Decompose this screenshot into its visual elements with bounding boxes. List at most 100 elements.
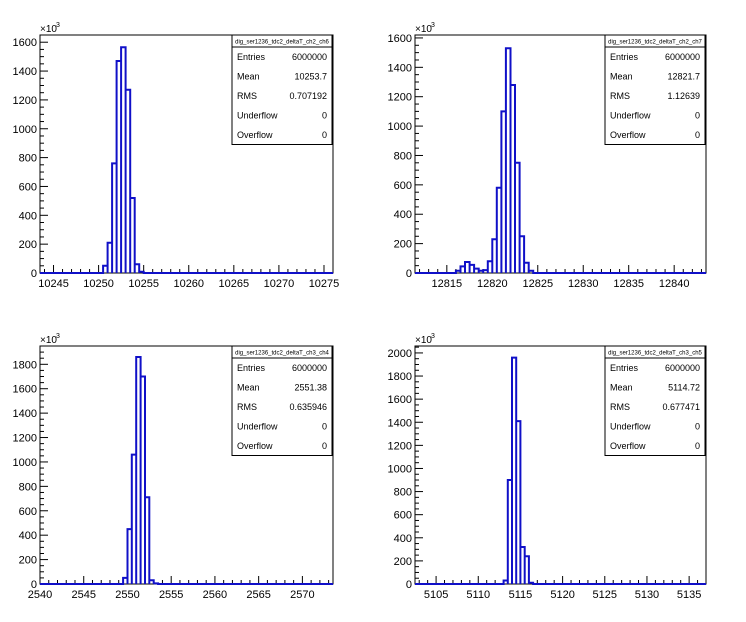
stats-label: Entries: [610, 363, 639, 373]
x-tick-label: 2570: [290, 589, 314, 601]
y-multiplier-label: ×10: [40, 24, 57, 35]
y-tick-label: 1600: [13, 384, 37, 396]
stats-value: 10253.7: [294, 72, 327, 82]
y-tick-label: 400: [19, 530, 37, 542]
stats-value: 12821.7: [667, 72, 700, 82]
stats-title: dig_ser1236_tdc2_deltaT_ch3_ch5: [608, 351, 702, 357]
y-tick-label: 0: [406, 579, 412, 591]
x-tick-label: 10250: [83, 278, 114, 290]
x-tick-label: 10255: [128, 278, 159, 290]
stats-value: 1.12639: [667, 91, 700, 101]
stats-value: 0.635946: [289, 402, 327, 412]
stats-label: Entries: [237, 363, 266, 373]
y-tick-label: 800: [394, 487, 412, 499]
stats-value: 0: [695, 441, 700, 451]
x-tick-label: 5125: [593, 589, 617, 601]
x-tick-label: 5130: [635, 589, 659, 601]
y-tick-label: 1000: [13, 457, 37, 469]
stats-value: 0: [322, 441, 327, 451]
stats-label: RMS: [237, 402, 257, 412]
x-tick-label: 12815: [432, 278, 463, 290]
stats-value: 0: [695, 130, 700, 140]
y-tick-label: 1000: [13, 124, 37, 136]
stats-label: Mean: [610, 383, 633, 393]
y-tick-label: 2000: [388, 348, 412, 360]
y-tick-label: 1400: [13, 66, 37, 78]
y-tick-label: 0: [31, 268, 37, 280]
y-tick-label: 400: [394, 533, 412, 545]
x-tick-label: 10260: [173, 278, 204, 290]
x-tick-label: 2565: [246, 589, 270, 601]
x-tick-label: 5135: [677, 589, 701, 601]
histogram-line: [415, 47, 706, 274]
x-tick-label: 5105: [424, 589, 448, 601]
x-tick-label: 2555: [159, 589, 183, 601]
y-tick-label: 800: [19, 153, 37, 165]
stats-label: Underflow: [610, 422, 651, 432]
x-tick-label: 12830: [568, 278, 599, 290]
histogram-panel-ch2-ch7: 12815 12820 12825 12830 12835 12840 0 200 400 600…: [388, 22, 707, 290]
y-tick-label: 800: [394, 150, 412, 162]
y-tick-label: 1000: [388, 121, 412, 133]
y-tick-label: 600: [394, 510, 412, 522]
x-tick-label: 2560: [203, 589, 227, 601]
x-tick-label: 10245: [38, 278, 69, 290]
stats-label: Overflow: [237, 441, 273, 451]
stats-label: Mean: [237, 383, 260, 393]
stats-value: 6000000: [665, 363, 700, 373]
y-tick-label: 200: [19, 555, 37, 567]
stats-value: 2551.38: [294, 383, 327, 393]
stats-label: Entries: [237, 52, 266, 62]
histogram-panel-ch3-ch4: 2540 2545 2550 2555 2560 2565 2570 0 200 400 600 80…: [13, 333, 334, 601]
y-tick-label: 1600: [388, 394, 412, 406]
stats-box: [231, 34, 333, 145]
stats-box: [231, 345, 333, 456]
stats-label: Overflow: [237, 130, 273, 140]
y-tick-label: 1200: [13, 433, 37, 445]
stats-label: Underflow: [237, 111, 278, 121]
y-tick-label: 1600: [13, 37, 37, 49]
stats-value: 6000000: [292, 363, 327, 373]
x-tick-label: 12820: [477, 278, 508, 290]
stats-value: 0: [322, 111, 327, 121]
x-tick-label: 2545: [71, 589, 95, 601]
y-tick-label: 1800: [388, 371, 412, 383]
x-tick-label: 2540: [28, 589, 52, 601]
x-tick-label: 10270: [264, 278, 295, 290]
y-multiplier-exponent: 3: [56, 333, 60, 340]
y-tick-label: 1200: [13, 95, 37, 107]
y-multiplier-exponent: 3: [431, 22, 435, 29]
stats-label: Mean: [610, 72, 633, 82]
y-tick-label: 400: [394, 209, 412, 221]
y-tick-label: 600: [19, 506, 37, 518]
x-tick-label: 12825: [522, 278, 553, 290]
x-tick-label: 12835: [613, 278, 644, 290]
y-tick-label: 200: [19, 239, 37, 251]
y-tick-label: 1000: [388, 463, 412, 475]
y-tick-label: 600: [394, 180, 412, 192]
y-tick-label: 400: [19, 210, 37, 222]
stats-label: Entries: [610, 52, 639, 62]
stats-label: RMS: [610, 91, 630, 101]
x-tick-label: 5110: [466, 589, 490, 601]
y-tick-label: 0: [31, 579, 37, 591]
histogram-panel-ch3-ch5: 5105 5110 5115 5120 5125 5130 5135 0 200 400 600 80…: [388, 333, 707, 601]
stats-title: dig_ser1236_tdc2_deltaT_ch3_ch4: [235, 351, 329, 357]
x-tick-label: 10275: [309, 278, 340, 290]
x-tick-label: 2550: [115, 589, 139, 601]
x-tick-label: 12840: [659, 278, 690, 290]
stats-title: dig_ser1236_tdc2_deltaT_ch2_ch6: [235, 40, 329, 46]
y-tick-label: 1400: [388, 417, 412, 429]
stats-label: Underflow: [610, 111, 651, 121]
y-multiplier-label: ×10: [415, 24, 432, 35]
stats-value: 0: [322, 422, 327, 432]
stats-label: Overflow: [610, 441, 646, 451]
y-tick-label: 1200: [388, 440, 412, 452]
stats-value: 0.677471: [662, 402, 700, 412]
stats-box: [604, 345, 706, 456]
histogram-panel-ch2-ch6: 10245 10250 10255 10260 10265 10270 10275 0 200 4…: [13, 22, 340, 290]
x-tick-label: 10265: [219, 278, 250, 290]
histogram-line: [40, 46, 333, 274]
stats-label: Overflow: [610, 130, 646, 140]
